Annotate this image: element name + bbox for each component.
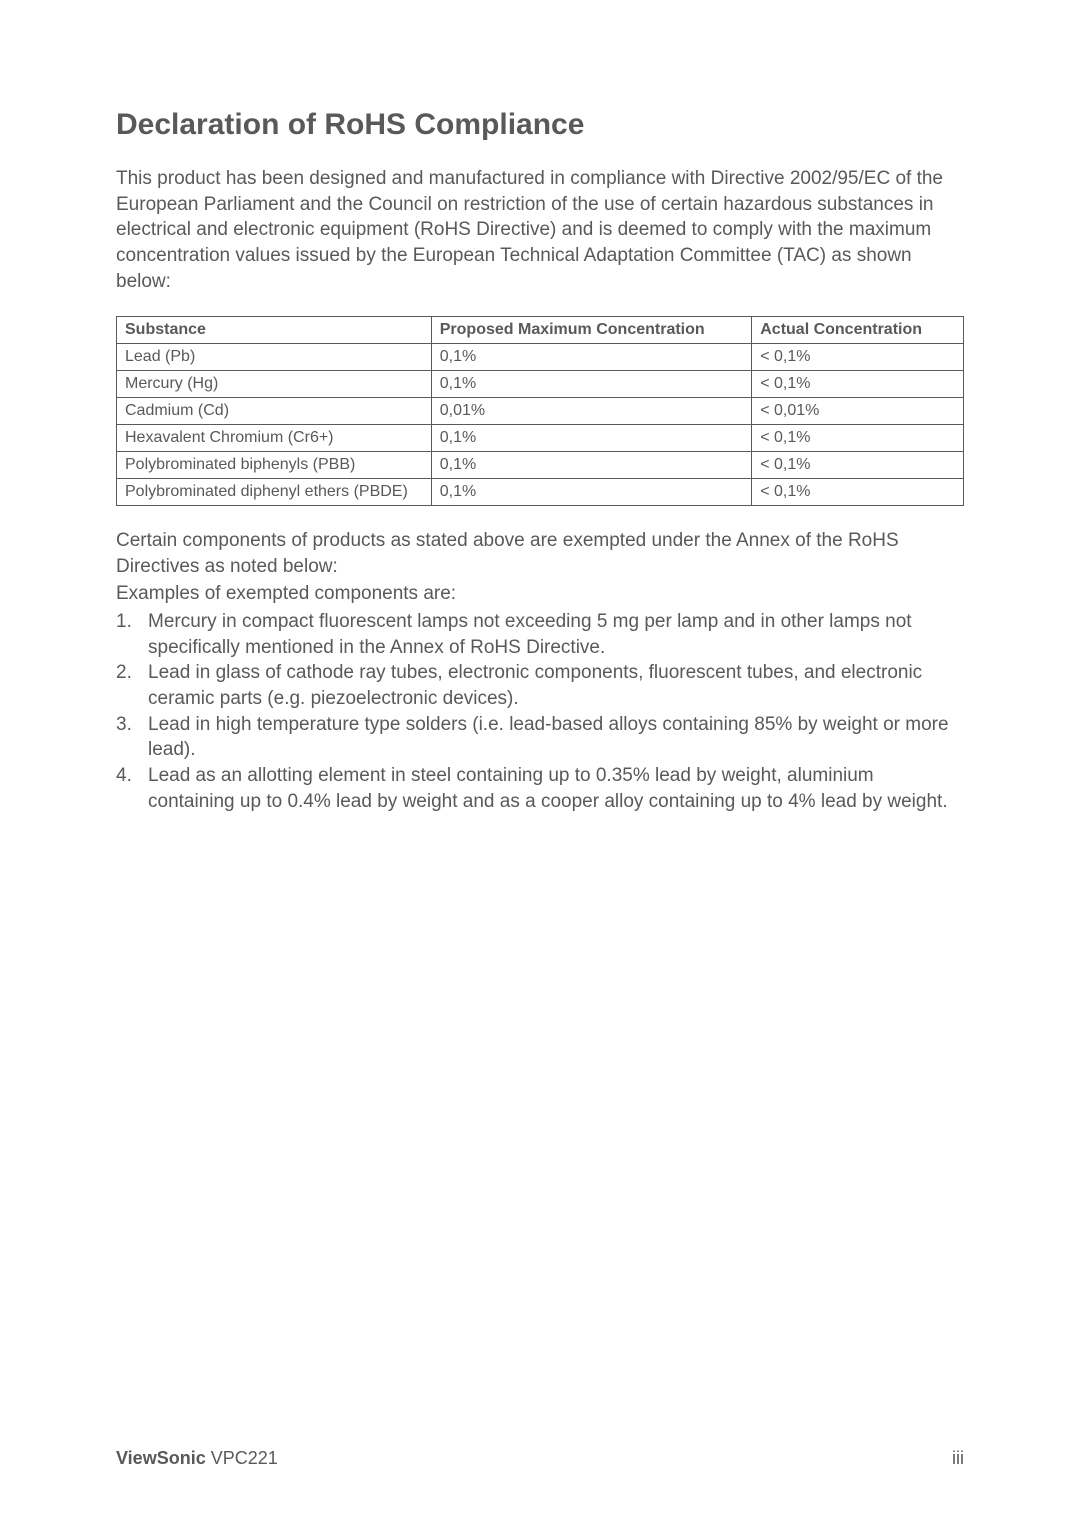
cell-actual: < 0,01%	[752, 398, 964, 425]
footer-model: VPC221	[211, 1448, 278, 1468]
footer-product: ViewSonic VPC221	[116, 1448, 278, 1469]
table-row: Hexavalent Chromium (Cr6+) 0,1% < 0,1%	[117, 425, 964, 452]
cell-actual: < 0,1%	[752, 452, 964, 479]
list-item: Lead in high temperature type solders (i…	[116, 712, 964, 763]
substance-table: Substance Proposed Maximum Concentration…	[116, 316, 964, 506]
column-header-substance: Substance	[117, 317, 432, 344]
table-row: Polybrominated diphenyl ethers (PBDE) 0,…	[117, 479, 964, 506]
cell-proposed: 0,1%	[431, 371, 751, 398]
cell-substance: Polybrominated diphenyl ethers (PBDE)	[117, 479, 432, 506]
cell-actual: < 0,1%	[752, 479, 964, 506]
column-header-proposed: Proposed Maximum Concentration	[431, 317, 751, 344]
table-row: Lead (Pb) 0,1% < 0,1%	[117, 344, 964, 371]
table-row: Polybrominated biphenyls (PBB) 0,1% < 0,…	[117, 452, 964, 479]
cell-proposed: 0,01%	[431, 398, 751, 425]
cell-substance: Cadmium (Cd)	[117, 398, 432, 425]
column-header-actual: Actual Concentration	[752, 317, 964, 344]
cell-substance: Mercury (Hg)	[117, 371, 432, 398]
cell-actual: < 0,1%	[752, 371, 964, 398]
footer-page-number: iii	[952, 1448, 964, 1469]
cell-actual: < 0,1%	[752, 425, 964, 452]
cell-actual: < 0,1%	[752, 344, 964, 371]
cell-proposed: 0,1%	[431, 479, 751, 506]
table-header-row: Substance Proposed Maximum Concentration…	[117, 317, 964, 344]
table-row: Cadmium (Cd) 0,01% < 0,01%	[117, 398, 964, 425]
list-item: Mercury in compact fluorescent lamps not…	[116, 609, 964, 660]
table-row: Mercury (Hg) 0,1% < 0,1%	[117, 371, 964, 398]
list-item: Lead as an allotting element in steel co…	[116, 763, 964, 814]
cell-substance: Polybrominated biphenyls (PBB)	[117, 452, 432, 479]
intro-paragraph: This product has been designed and manuf…	[116, 166, 964, 294]
notes-intro-2: Examples of exempted components are:	[116, 581, 964, 607]
cell-substance: Lead (Pb)	[117, 344, 432, 371]
page-footer: ViewSonic VPC221 iii	[116, 1448, 964, 1469]
cell-substance: Hexavalent Chromium (Cr6+)	[117, 425, 432, 452]
cell-proposed: 0,1%	[431, 425, 751, 452]
cell-proposed: 0,1%	[431, 452, 751, 479]
notes-section: Certain components of products as stated…	[116, 528, 964, 814]
page-title: Declaration of RoHS Compliance	[116, 108, 964, 142]
footer-brand: ViewSonic	[116, 1448, 206, 1468]
list-item: Lead in glass of cathode ray tubes, elec…	[116, 660, 964, 711]
exemption-list: Mercury in compact fluorescent lamps not…	[116, 609, 964, 814]
cell-proposed: 0,1%	[431, 344, 751, 371]
notes-intro-1: Certain components of products as stated…	[116, 528, 964, 579]
